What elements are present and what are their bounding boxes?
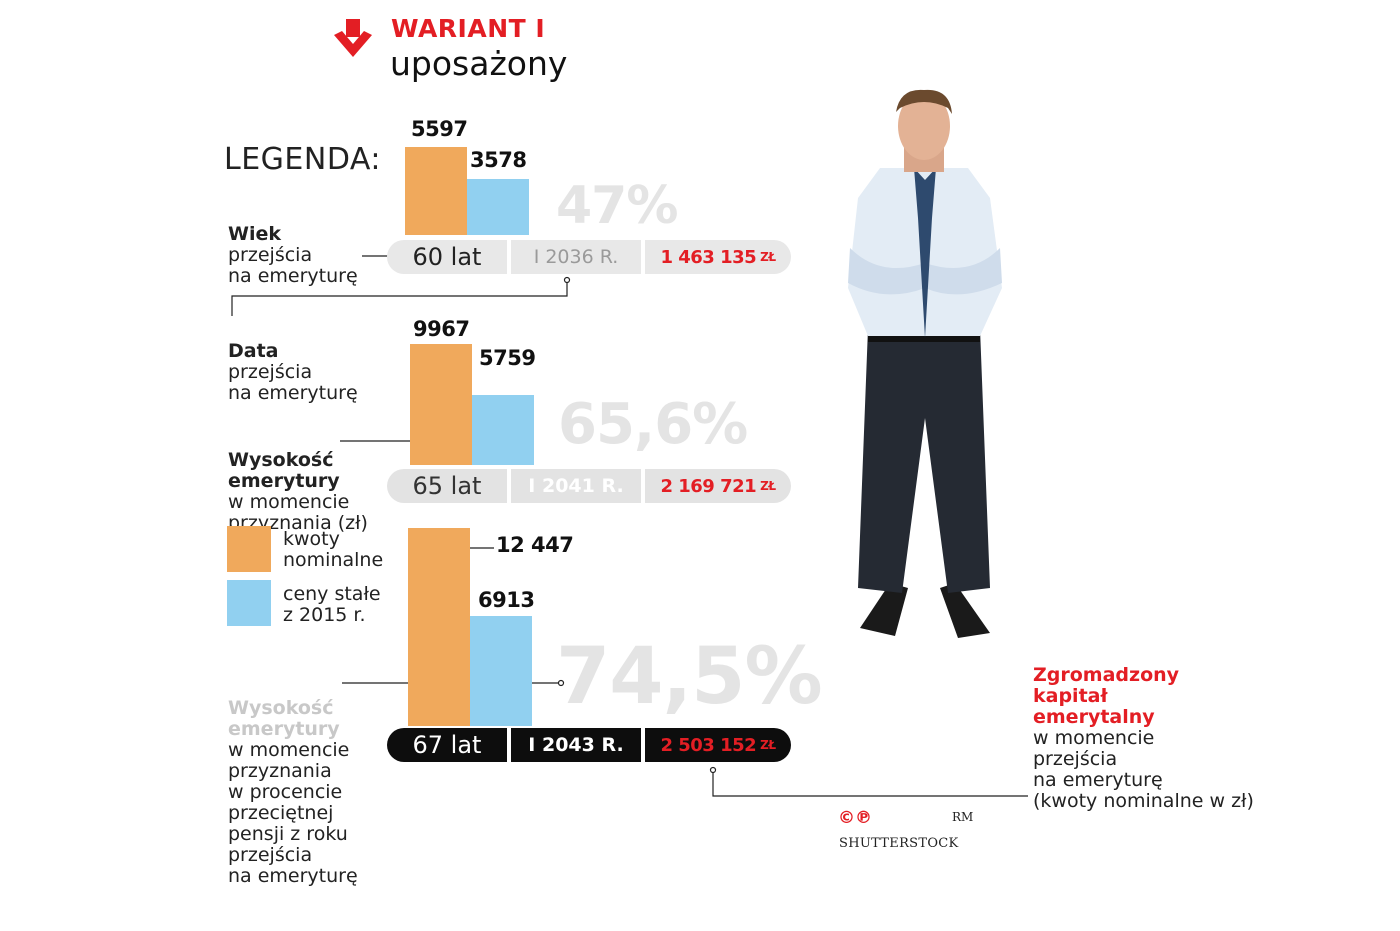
date-label-2: I 2041 R. [511, 469, 641, 503]
legend-percent-rest: w momencie przyznania w procencie przeci… [228, 739, 358, 887]
bar-constant-3 [470, 616, 532, 726]
capital-note-text: w momencie przejścia na emeryturę (kwoty… [1033, 727, 1254, 812]
legend-wysokosc: Wysokość emerytury w momencie przyznania … [228, 429, 368, 534]
value-label-constant-1: 3578 [470, 148, 527, 172]
timeline-pill-3: 67 lat I 2043 R. 2 503 152 ZŁ [387, 728, 791, 762]
capital-label-3: 2 503 152 ZŁ [645, 728, 791, 762]
capital-value-2: 2 169 721 [660, 475, 757, 497]
legend-wiek: Wiek przejścia na emeryturę [228, 203, 358, 287]
value-label-constant-2: 5759 [479, 346, 536, 370]
capital-label-2: 2 169 721 ZŁ [645, 469, 791, 503]
legend-data-bold: Data [228, 340, 279, 362]
capital-unit-2: ZŁ [760, 479, 776, 493]
age-label-1: 60 lat [387, 240, 507, 274]
percent-label-3: 74,5% [556, 632, 823, 722]
bar-constant-2 [472, 395, 534, 465]
value-label-constant-3: 6913 [478, 588, 535, 612]
bar-nominal-1 [405, 147, 467, 235]
header-title: WARIANT I [391, 14, 546, 43]
bar-nominal-3 [408, 528, 470, 726]
swatch-constant [227, 580, 271, 626]
legend-data: Data przejścia na emeryturę [228, 320, 358, 404]
capital-value-1: 1 463 135 [660, 246, 757, 268]
legend-title: LEGENDA: [224, 142, 381, 177]
legend-wysokosc-bold: Wysokość emerytury [228, 449, 340, 492]
legend-wiek-bold: Wiek [228, 223, 281, 245]
copyright-symbols: ©℗ [838, 808, 872, 828]
legend-wiek-rest: przejścia na emeryturę [228, 244, 358, 287]
legend-percent-bold: Wysokość emerytury [228, 697, 340, 740]
businessman-figure-icon [848, 89, 1002, 638]
legend-percent: Wysokość emerytury w momencie przyznania … [228, 677, 358, 887]
header-subtitle: uposażony [390, 44, 568, 83]
percent-label-2: 65,6% [558, 392, 748, 457]
legend-constant: ceny stałe z 2015 r. [283, 583, 381, 626]
capital-unit-1: ZŁ [760, 250, 776, 264]
timeline-pill-1: 60 lat I 2036 R. 1 463 135 ZŁ [387, 240, 791, 274]
legend-nominal: kwoty nominalne [283, 528, 384, 571]
arrow-down-icon [334, 19, 372, 57]
legend-data-rest: przejścia na emeryturę [228, 361, 358, 404]
value-label-nominal-2: 9967 [413, 317, 470, 341]
percent-label-1: 47% [556, 176, 678, 236]
bar-nominal-2 [410, 344, 472, 465]
value-label-nominal-3: 12 447 [496, 533, 574, 557]
value-label-nominal-1: 5597 [411, 117, 468, 141]
capital-note-title: Zgromadzony kapitał emerytalny [1033, 664, 1180, 728]
capital-unit-3: ZŁ [760, 738, 776, 752]
capital-label-1: 1 463 135 ZŁ [645, 240, 791, 274]
bar-constant-1 [467, 179, 529, 235]
swatch-nominal [227, 526, 271, 572]
credit-rm: RM [952, 810, 974, 824]
capital-value-3: 2 503 152 [660, 734, 757, 756]
age-label-2: 65 lat [387, 469, 507, 503]
age-label-3: 67 lat [387, 728, 507, 762]
date-label-3: I 2043 R. [511, 728, 641, 762]
timeline-pill-2: 65 lat I 2041 R. 2 169 721 ZŁ [387, 469, 791, 503]
credit-name: SHUTTERSTOCK [839, 836, 959, 851]
date-label-1: I 2036 R. [511, 240, 641, 274]
